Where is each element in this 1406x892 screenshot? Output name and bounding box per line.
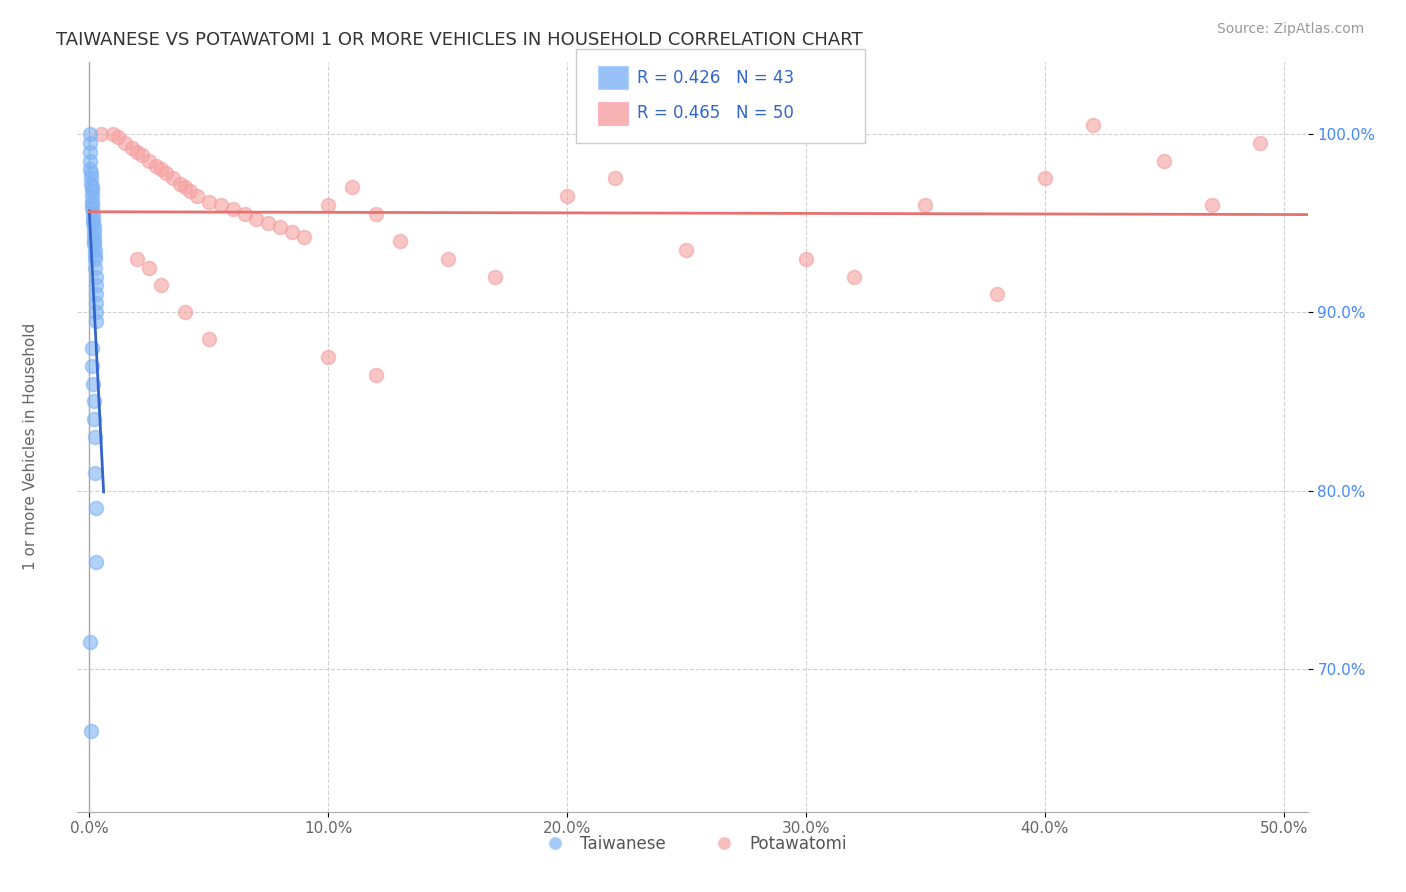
Point	[162, 171, 184, 186]
Point	[914, 198, 936, 212]
Point	[82, 216, 104, 230]
Point	[986, 287, 1008, 301]
Point	[107, 130, 129, 145]
Point	[79, 136, 101, 150]
Point	[80, 189, 103, 203]
Point	[555, 189, 578, 203]
Point	[86, 555, 108, 569]
Point	[1081, 118, 1104, 132]
Point	[125, 145, 148, 159]
Point	[82, 376, 104, 391]
Point	[79, 145, 101, 159]
Point	[86, 305, 108, 319]
Point	[80, 194, 103, 209]
Point	[125, 252, 148, 266]
Point	[82, 198, 104, 212]
Point	[145, 159, 167, 173]
Point	[84, 501, 107, 516]
Point	[83, 225, 105, 239]
Point	[80, 180, 103, 194]
Point	[79, 162, 101, 177]
Point	[79, 153, 101, 168]
Point	[86, 287, 108, 301]
Point	[84, 269, 107, 284]
Point	[209, 198, 232, 212]
Point	[221, 202, 243, 216]
Text: R = 0.465   N = 50: R = 0.465 N = 50	[637, 104, 794, 122]
Point	[83, 234, 105, 248]
Point	[179, 184, 201, 198]
Point	[86, 314, 108, 328]
Point	[292, 230, 315, 244]
Point	[233, 207, 256, 221]
Text: TAIWANESE VS POTAWATOMI 1 OR MORE VEHICLES IN HOUSEHOLD CORRELATION CHART: TAIWANESE VS POTAWATOMI 1 OR MORE VEHICL…	[56, 31, 863, 49]
Point	[80, 724, 103, 739]
Point	[84, 278, 107, 293]
Point	[364, 207, 387, 221]
Point	[675, 243, 697, 257]
Point	[364, 368, 387, 382]
Point	[257, 216, 280, 230]
Point	[197, 332, 219, 346]
Point	[1249, 136, 1271, 150]
Point	[436, 252, 458, 266]
Point	[484, 269, 506, 284]
Point	[149, 278, 172, 293]
Point	[80, 177, 103, 191]
Point	[603, 171, 626, 186]
Point	[1201, 198, 1223, 212]
Text: Source: ZipAtlas.com: Source: ZipAtlas.com	[1216, 22, 1364, 37]
Point	[82, 207, 104, 221]
Point	[80, 171, 103, 186]
Point	[83, 430, 105, 444]
Point	[83, 243, 105, 257]
Legend: Taiwanese, Potawatomi: Taiwanese, Potawatomi	[531, 829, 853, 860]
Point	[82, 359, 104, 373]
Point	[83, 248, 105, 262]
Point	[173, 180, 195, 194]
Point	[80, 166, 103, 180]
Point	[1153, 153, 1175, 168]
Point	[842, 269, 865, 284]
Point	[316, 198, 339, 212]
Point	[79, 635, 101, 649]
Point	[138, 260, 160, 275]
Point	[83, 412, 105, 426]
Point	[269, 219, 291, 234]
Point	[83, 230, 105, 244]
Point	[83, 219, 105, 234]
Text: 1 or more Vehicles in Household: 1 or more Vehicles in Household	[24, 322, 38, 570]
Point	[84, 466, 107, 480]
Point	[281, 225, 304, 239]
Point	[90, 127, 112, 141]
Point	[169, 177, 191, 191]
Point	[340, 180, 363, 194]
Point	[84, 260, 107, 275]
Point	[794, 252, 817, 266]
Point	[79, 127, 101, 141]
Point	[149, 162, 172, 177]
Point	[245, 212, 267, 227]
Point	[197, 194, 219, 209]
Point	[121, 141, 143, 155]
Point	[84, 252, 107, 266]
Point	[155, 166, 177, 180]
Point	[86, 296, 108, 310]
Point	[80, 184, 103, 198]
Point	[388, 234, 411, 248]
Point	[114, 136, 136, 150]
Point	[173, 305, 195, 319]
Point	[316, 350, 339, 364]
Point	[82, 202, 104, 216]
Point	[101, 127, 124, 141]
Point	[138, 153, 160, 168]
Point	[1033, 171, 1056, 186]
Point	[82, 212, 104, 227]
Point	[83, 394, 105, 409]
Point	[83, 237, 105, 252]
Point	[80, 341, 103, 355]
Text: R = 0.426   N = 43: R = 0.426 N = 43	[637, 69, 794, 87]
Point	[131, 148, 153, 162]
Point	[186, 189, 208, 203]
